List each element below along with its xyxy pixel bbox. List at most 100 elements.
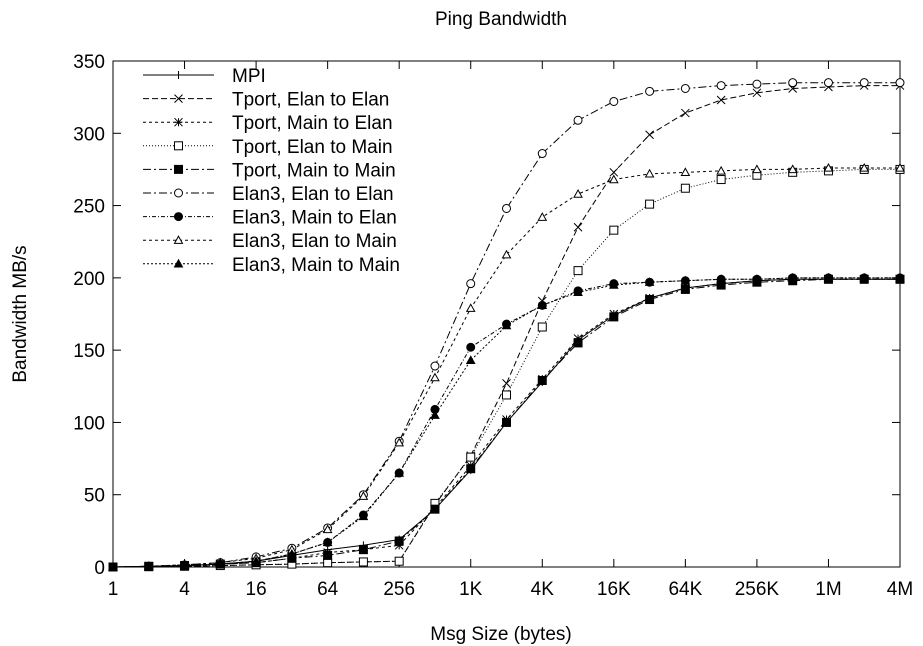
data-point	[573, 115, 583, 125]
data-point	[859, 162, 870, 172]
x-tick-label: 64	[317, 579, 339, 600]
data-point	[645, 295, 655, 305]
ticks-layer: 0 50 100 150 200 250 300 350 1 4 16 64 256 1K 4K 16K 64K…	[73, 52, 913, 600]
legend-label: MPI	[232, 66, 266, 87]
data-point	[394, 467, 405, 477]
legend-swatch-marker	[174, 94, 183, 103]
data-point	[895, 162, 905, 172]
legend-swatch-marker	[174, 71, 183, 79]
data-point	[501, 320, 512, 330]
data-point	[466, 464, 476, 474]
y-tick-label: 250	[73, 197, 105, 218]
series-7	[108, 162, 905, 571]
data-point	[573, 287, 583, 297]
data-point	[608, 280, 619, 289]
data-point	[716, 95, 726, 105]
legend-label: Elan3, Main to Elan	[232, 208, 397, 229]
legend-swatch-marker	[174, 188, 183, 198]
legend-entry: Tport, Elan to Main	[143, 137, 393, 158]
y-tick-label: 100	[73, 413, 105, 434]
data-point	[466, 342, 476, 352]
data-point	[430, 361, 440, 371]
data-point	[573, 266, 583, 276]
data-point	[823, 162, 834, 172]
data-point	[788, 78, 798, 88]
data-point	[645, 86, 655, 96]
data-point	[251, 556, 261, 565]
x-tick-label: 256K	[735, 579, 780, 600]
data-point	[823, 78, 833, 88]
data-point	[609, 312, 619, 322]
y-tick-label: 50	[84, 486, 105, 507]
data-point	[680, 183, 690, 193]
data-point	[322, 524, 333, 534]
data-point	[358, 545, 368, 555]
legend-swatch-marker	[173, 235, 184, 244]
series-line	[112, 82, 900, 568]
data-point	[501, 249, 512, 259]
data-point	[644, 168, 655, 178]
data-point	[537, 212, 548, 221]
legend-label: Elan3, Elan to Main	[232, 231, 397, 252]
legend-entry: MPI	[143, 66, 266, 87]
x-tick-label: 256	[383, 579, 415, 600]
x-tick-label: 16	[246, 579, 267, 600]
data-point	[752, 164, 762, 174]
legend-entry: Elan3, Main to Elan	[143, 208, 397, 229]
legend-entry: Tport, Elan to Elan	[143, 90, 389, 111]
x-tick-label: 4M	[887, 579, 913, 600]
data-point	[465, 355, 476, 364]
chart-title: Ping Bandwidth	[435, 9, 567, 30]
data-point	[609, 225, 619, 235]
x-axis-title: Msg Size (bytes)	[430, 624, 571, 645]
data-point	[645, 199, 655, 209]
legend-label: Elan3, Main to Main	[232, 255, 400, 276]
data-point	[573, 188, 583, 198]
data-point	[502, 203, 511, 213]
y-axis-title: Bandwidth MB/s	[10, 245, 31, 382]
data-point	[323, 550, 333, 560]
legend-label: Tport, Main to Main	[232, 160, 396, 181]
data-point	[895, 78, 905, 88]
legend-swatch-marker	[174, 164, 183, 174]
data-point	[859, 78, 869, 88]
data-point	[287, 548, 297, 558]
data-point	[680, 167, 691, 177]
data-point	[179, 560, 190, 570]
data-point	[502, 379, 511, 388]
legend-entry: Elan3, Elan to Main	[143, 231, 397, 252]
data-point	[502, 390, 511, 400]
x-tick-label: 16K	[597, 579, 631, 600]
data-point	[716, 175, 726, 185]
legend-swatch-marker	[174, 212, 183, 222]
legend-swatch-marker	[174, 141, 183, 151]
data-point	[823, 272, 834, 282]
data-point	[681, 108, 690, 118]
data-point	[787, 164, 798, 174]
data-point	[394, 536, 404, 546]
legend-label: Tport, Elan to Elan	[232, 90, 389, 111]
data-point	[430, 410, 440, 419]
data-point	[644, 277, 655, 286]
data-point	[358, 511, 369, 521]
data-point	[322, 537, 333, 547]
legend-entry: Tport, Main to Elan	[143, 113, 393, 134]
legend-entry: Tport, Main to Main	[143, 160, 396, 181]
data-point	[752, 79, 762, 89]
legend-label: Tport, Main to Elan	[232, 113, 393, 134]
data-point	[143, 561, 154, 570]
data-point	[680, 83, 690, 93]
y-tick-label: 150	[73, 341, 105, 362]
data-point	[608, 174, 619, 184]
data-point	[645, 130, 654, 140]
data-point	[215, 559, 226, 568]
data-point	[394, 556, 404, 566]
y-tick-label: 350	[73, 52, 105, 73]
legend-entry: Elan3, Main to Main	[143, 255, 400, 276]
data-point	[430, 504, 440, 514]
data-point	[895, 272, 905, 282]
data-point	[609, 167, 619, 177]
legend-entry: Elan3, Elan to Elan	[143, 184, 394, 205]
data-point	[716, 165, 726, 175]
data-point	[716, 274, 726, 284]
